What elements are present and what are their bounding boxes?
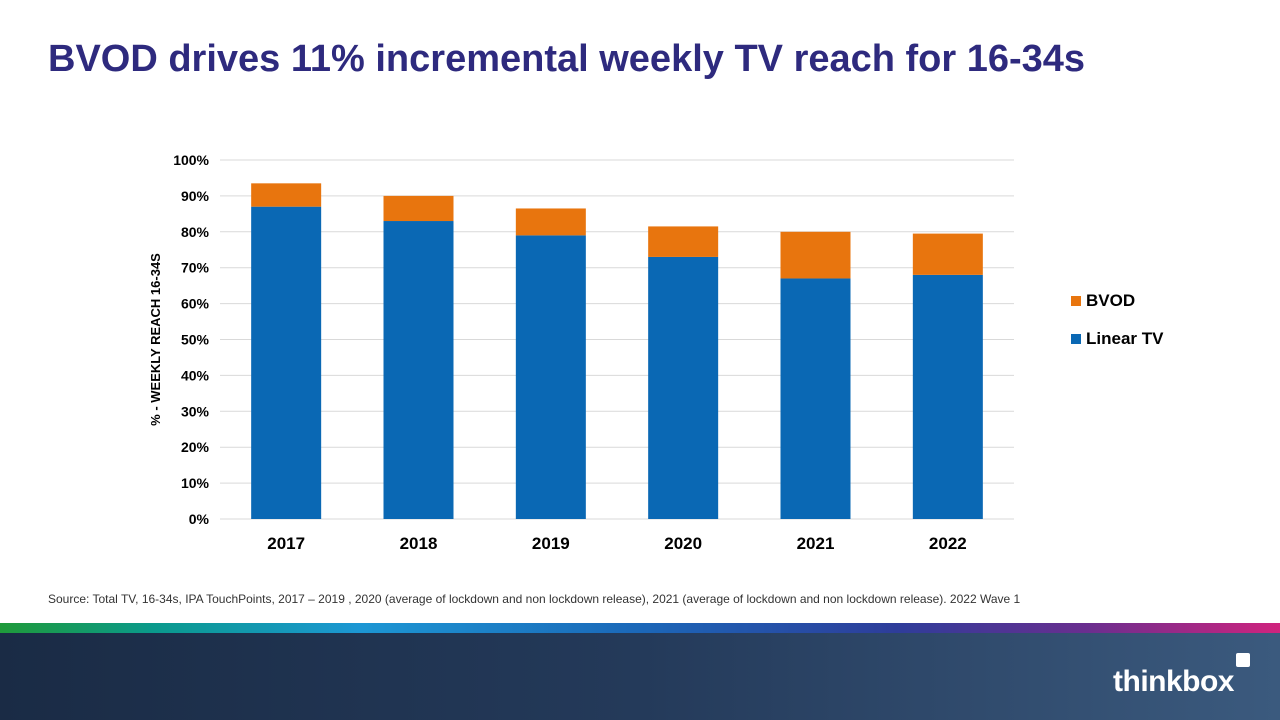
y-axis-title: % - WEEKLY REACH 16-34S [148, 253, 163, 426]
legend-item-linear-tv: Linear TV [1071, 328, 1163, 350]
bar-linear-tv-2021 [780, 278, 851, 519]
source-note: Source: Total TV, 16-34s, IPA TouchPoint… [48, 592, 1021, 606]
x-tick-label: 2019 [532, 534, 570, 553]
x-tick-label: 2017 [267, 534, 305, 553]
y-tick-label: 40% [181, 367, 210, 383]
footer-bar: thinkbox [0, 633, 1280, 720]
y-tick-label: 20% [181, 439, 210, 455]
bar-linear-tv-2018 [383, 221, 454, 519]
bar-linear-tv-2019 [515, 235, 586, 519]
bar-bvod-2020 [648, 226, 719, 257]
brand-logo: thinkbox [1113, 665, 1235, 698]
legend-swatch-bvod [1071, 296, 1081, 306]
y-tick-label: 50% [181, 332, 210, 348]
gradient-strip [0, 623, 1280, 633]
bar-bvod-2022 [912, 233, 983, 275]
y-tick-label: 60% [181, 296, 210, 312]
y-tick-label: 30% [181, 403, 210, 419]
bar-linear-tv-2020 [648, 256, 719, 519]
bar-linear-tv-2022 [912, 274, 983, 519]
y-tick-label: 70% [181, 260, 210, 276]
y-tick-label: 90% [181, 188, 210, 204]
bar-bvod-2021 [780, 231, 851, 279]
bar-bvod-2018 [383, 195, 454, 222]
chart-legend: BVOD Linear TV [1071, 290, 1163, 366]
y-tick-label: 100% [173, 152, 209, 168]
bar-bvod-2019 [515, 208, 586, 236]
x-tick-label: 2022 [929, 534, 967, 553]
bar-linear-tv-2017 [251, 206, 322, 520]
legend-label-linear-tv: Linear TV [1086, 329, 1164, 348]
legend-item-bvod: BVOD [1071, 290, 1163, 312]
bar-bvod-2017 [251, 183, 322, 207]
brand-logo-square [1236, 653, 1250, 667]
page-title: BVOD drives 11% incremental weekly TV re… [48, 38, 1086, 80]
y-tick-label: 10% [181, 475, 210, 491]
x-tick-label: 2020 [664, 534, 702, 553]
x-tick-label: 2018 [400, 534, 438, 553]
y-tick-label: 0% [189, 511, 210, 527]
x-tick-label: 2021 [797, 534, 835, 553]
y-tick-label: 80% [181, 224, 210, 240]
stacked-bar-chart: 0% 10% 20% 30% 40% 50% 60% 70% 80% 90% 100% % - WEE… [148, 152, 1014, 553]
legend-label-bvod: BVOD [1086, 291, 1136, 310]
legend-swatch-linear-tv [1071, 334, 1081, 344]
